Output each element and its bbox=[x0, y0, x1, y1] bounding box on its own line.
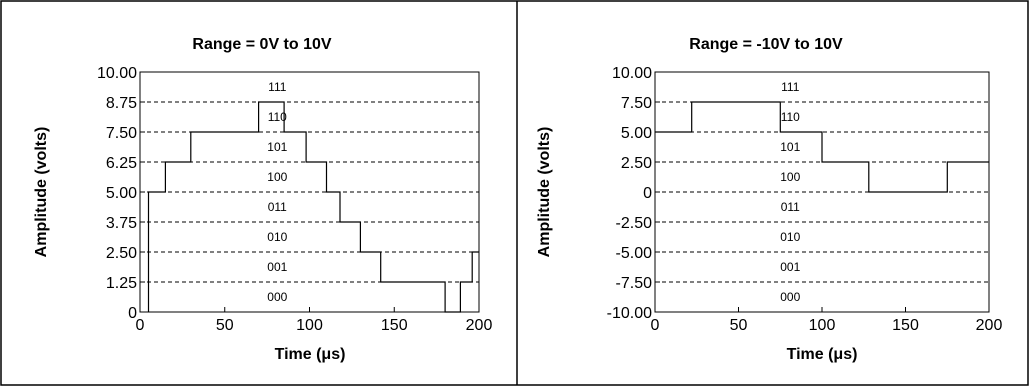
y-tick-label: -10.00 bbox=[607, 305, 652, 322]
x-axis-label: Time (μs) bbox=[787, 346, 858, 363]
code-label: 111 bbox=[268, 80, 287, 94]
chart-title: Range = -10V to 10V bbox=[689, 36, 843, 53]
x-tick-label: 100 bbox=[296, 317, 323, 334]
code-label: 011 bbox=[268, 200, 287, 214]
x-tick-label: 200 bbox=[976, 317, 1003, 334]
code-label: 100 bbox=[267, 170, 287, 184]
y-tick-label: -5.00 bbox=[616, 245, 653, 262]
x-tick-label: 150 bbox=[381, 317, 408, 334]
x-axis-label: Time (μs) bbox=[275, 346, 346, 363]
x-tick-label: 0 bbox=[651, 317, 660, 334]
series-group bbox=[147, 101, 479, 313]
code-label: 000 bbox=[267, 290, 287, 304]
series-line bbox=[655, 101, 989, 193]
code-label: 100 bbox=[780, 170, 800, 184]
y-tick-label: 10.00 bbox=[97, 65, 137, 82]
x-tick-label: 150 bbox=[892, 317, 919, 334]
code-label: 000 bbox=[780, 290, 800, 304]
y-tick-label: 1.25 bbox=[106, 275, 137, 292]
chart-panel-0v-to-10v: Range = 0V to 10V Amplitude (volts) Time… bbox=[33, 36, 492, 363]
y-tick-label: 8.75 bbox=[106, 95, 137, 112]
code-label: 011 bbox=[781, 200, 800, 214]
code-label: 010 bbox=[780, 230, 800, 244]
code-label: 001 bbox=[267, 260, 287, 274]
code-label: 010 bbox=[267, 230, 287, 244]
y-tick-label: 7.50 bbox=[106, 125, 137, 142]
axis-ticks: 0 1.25 2.50 3.75 5.00 6.25 7.50 8.75 10.00 0 50 100… bbox=[97, 65, 492, 334]
y-tick-label: 5.00 bbox=[106, 185, 137, 202]
y-tick-label: 5.00 bbox=[621, 125, 652, 142]
y-tick-label: 0 bbox=[643, 185, 652, 202]
y-axis-label: Amplitude (volts) bbox=[536, 127, 553, 258]
code-label: 001 bbox=[780, 260, 800, 274]
axis-ticks: -10.00 -7.50 -5.00 -2.50 0 2.50 5.00 7.50 10.00 0… bbox=[607, 65, 1003, 334]
y-tick-label: 7.50 bbox=[621, 95, 652, 112]
y-tick-label: 6.25 bbox=[106, 155, 137, 172]
y-axis-label: Amplitude (volts) bbox=[33, 127, 50, 258]
x-tick-label: 200 bbox=[466, 317, 493, 334]
x-tick-label: 50 bbox=[216, 317, 234, 334]
y-tick-label: 3.75 bbox=[106, 215, 137, 232]
code-label: 111 bbox=[781, 80, 800, 94]
code-label: 101 bbox=[267, 140, 287, 154]
y-tick-label: 0 bbox=[128, 305, 137, 322]
code-label: 110 bbox=[781, 110, 800, 124]
series-group bbox=[655, 101, 989, 193]
x-tick-label: 100 bbox=[809, 317, 836, 334]
code-label: 110 bbox=[268, 110, 287, 124]
x-tick-label: 0 bbox=[136, 317, 145, 334]
chart-panel-neg10v-to-10v: Range = -10V to 10V Amplitude (volts) Ti… bbox=[536, 36, 1002, 363]
series-line bbox=[147, 101, 479, 313]
code-label: 101 bbox=[780, 140, 800, 154]
y-tick-label: -2.50 bbox=[616, 215, 653, 232]
y-tick-label: 10.00 bbox=[612, 65, 652, 82]
y-tick-label: -7.50 bbox=[616, 275, 653, 292]
x-tick-label: 50 bbox=[730, 317, 748, 334]
code-labels: 000 001 010 011 100 101 110 111 bbox=[780, 80, 800, 304]
y-tick-label: 2.50 bbox=[621, 155, 652, 172]
code-labels: 000 001 010 011 100 101 110 111 bbox=[267, 80, 287, 304]
chart-title: Range = 0V to 10V bbox=[192, 36, 331, 53]
y-tick-label: 2.50 bbox=[106, 245, 137, 262]
